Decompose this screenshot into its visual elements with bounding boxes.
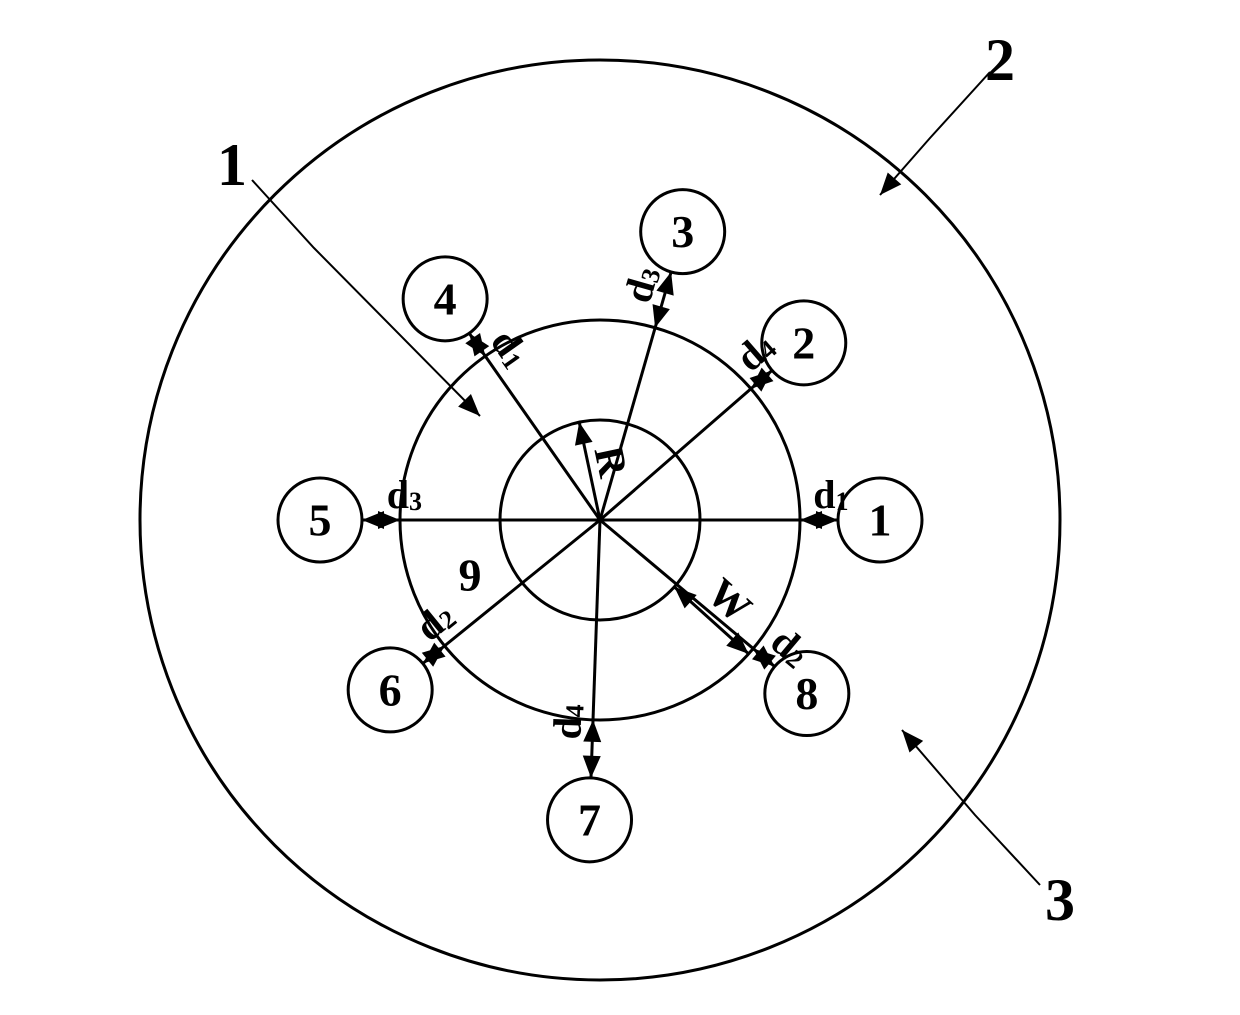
diagram-svg: 1d12d43d34d15d36d27d48d2RW9123 xyxy=(0,0,1240,1015)
svg-text:d3: d3 xyxy=(387,472,422,517)
svg-text:d1: d1 xyxy=(813,472,848,517)
node-label-4: 4 xyxy=(434,273,457,324)
width-label-W: W xyxy=(698,570,760,632)
callout-2-leader xyxy=(880,72,990,195)
dim-label-6: d2 xyxy=(406,592,462,649)
dim-label-8: d2 xyxy=(763,618,819,675)
svg-text:W: W xyxy=(698,570,760,632)
callout-3-leader xyxy=(902,730,1040,885)
svg-text:d4: d4 xyxy=(544,703,590,740)
svg-text:d2: d2 xyxy=(763,618,819,675)
callout-1-label: 1 xyxy=(217,132,247,198)
dim-label-1: d1 xyxy=(813,472,848,517)
svg-text:d2: d2 xyxy=(406,592,462,649)
node-label-8: 8 xyxy=(795,668,818,719)
node-label-9: 9 xyxy=(459,550,482,601)
dim-label-7: d4 xyxy=(544,703,590,740)
node-label-1: 1 xyxy=(869,495,892,546)
node-label-2: 2 xyxy=(792,317,815,368)
radius-label-R: R xyxy=(584,442,635,482)
svg-text:R: R xyxy=(584,442,635,482)
node-label-5: 5 xyxy=(309,495,332,546)
callout-3-label: 3 xyxy=(1045,867,1075,933)
callout-2-label: 2 xyxy=(985,27,1015,93)
node-label-7: 7 xyxy=(578,794,601,845)
node-label-3: 3 xyxy=(671,206,694,257)
node-label-6: 6 xyxy=(379,664,402,715)
dim-label-5: d3 xyxy=(387,472,422,517)
